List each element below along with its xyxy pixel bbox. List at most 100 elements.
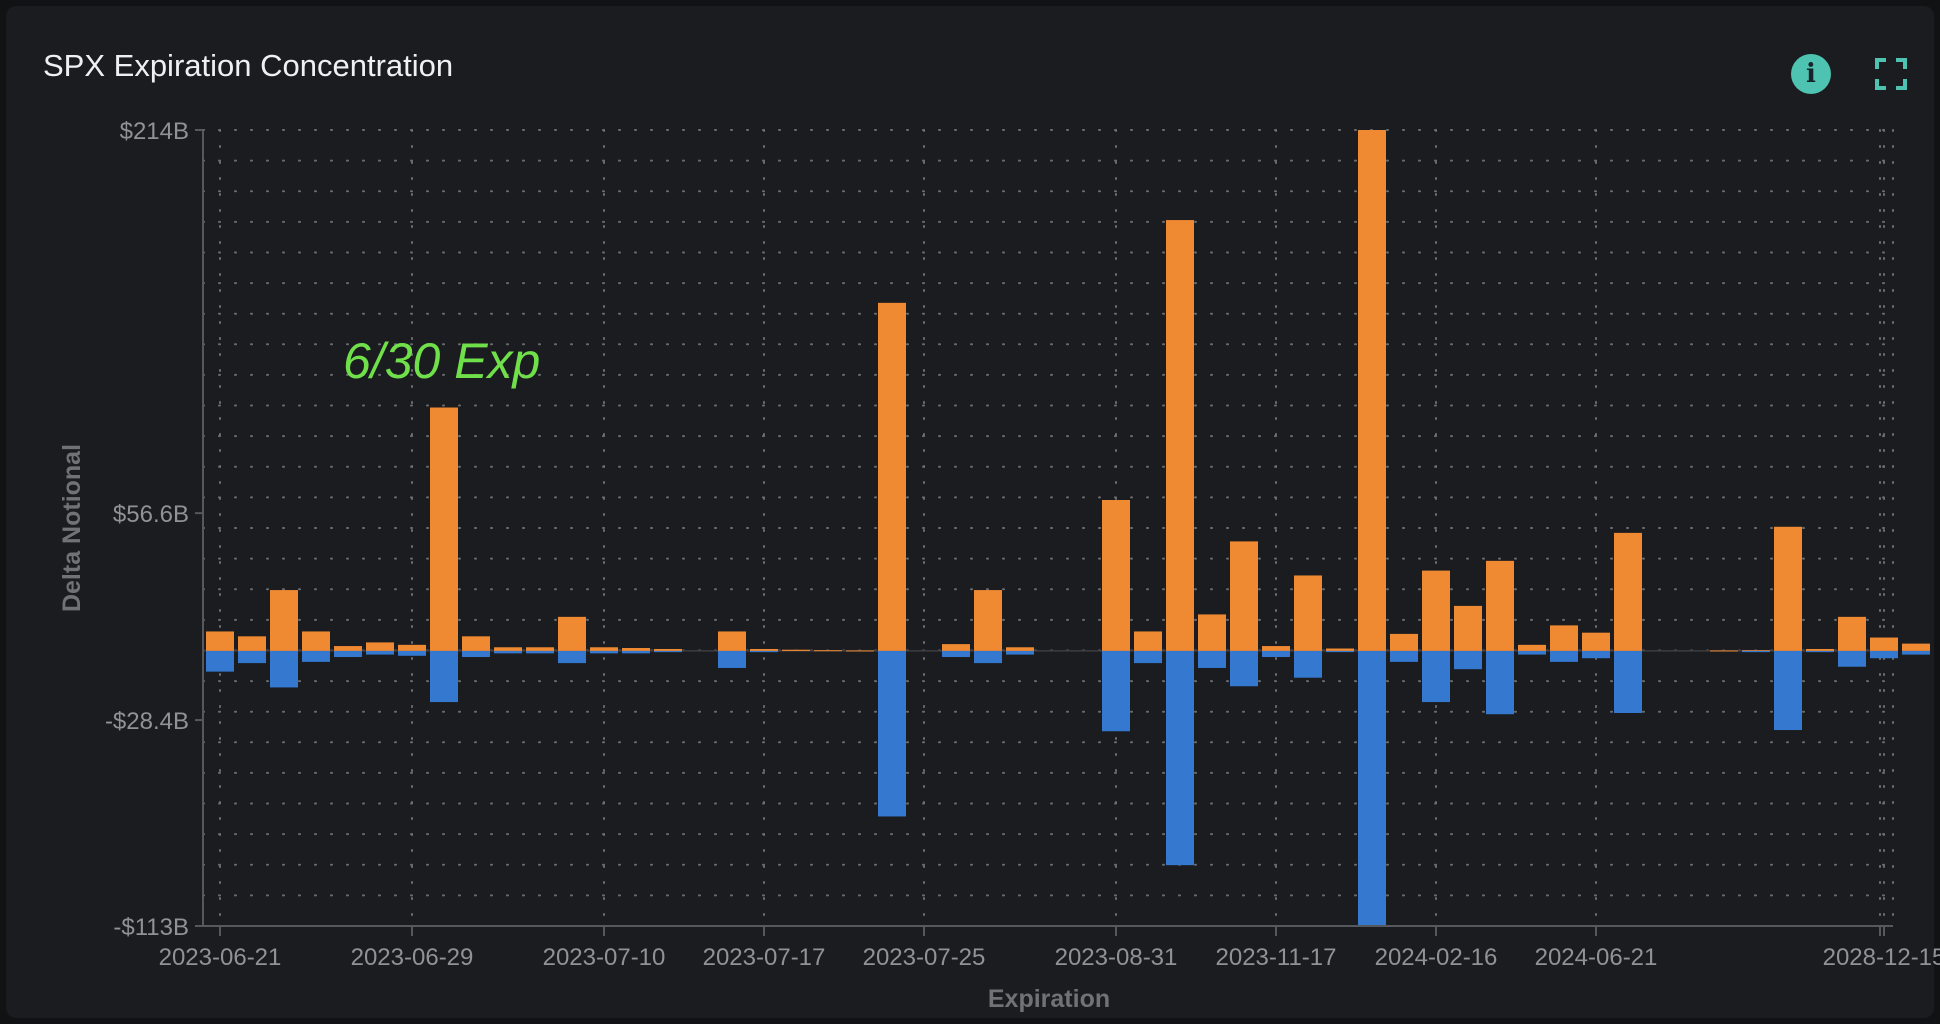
bar-negative bbox=[1166, 650, 1194, 866]
y-tick-label: $56.6B bbox=[113, 501, 189, 528]
bar-negative bbox=[1518, 650, 1546, 655]
x-tick-label: 2028-12-15 bbox=[1823, 944, 1940, 971]
bar-positive bbox=[334, 646, 362, 651]
annotation-label: 6/30 Exp bbox=[343, 333, 540, 389]
bar-negative bbox=[1742, 650, 1770, 653]
bar-negative bbox=[302, 650, 330, 662]
bar-negative bbox=[622, 650, 650, 654]
bar-negative bbox=[1326, 650, 1354, 653]
bar-negative bbox=[654, 650, 682, 653]
y-tick-label: -$28.4B bbox=[105, 708, 189, 735]
bar-negative bbox=[1134, 650, 1162, 664]
bar-negative bbox=[1614, 650, 1642, 714]
bar-negative bbox=[1422, 650, 1450, 703]
bar-positive bbox=[590, 647, 618, 651]
bar-positive bbox=[1518, 644, 1546, 651]
bar-positive bbox=[366, 642, 394, 651]
bar-positive bbox=[974, 590, 1002, 651]
bar-positive bbox=[1006, 647, 1034, 651]
y-tick-label: $214B bbox=[120, 118, 189, 145]
x-tick-label: 2023-06-29 bbox=[351, 944, 474, 971]
x-tick-label: 2023-06-21 bbox=[159, 944, 282, 971]
bar-positive bbox=[494, 647, 522, 651]
bar-positive bbox=[814, 650, 842, 652]
bar-positive bbox=[1550, 625, 1578, 651]
bar-positive bbox=[430, 407, 458, 651]
bar-negative bbox=[1774, 650, 1802, 731]
bar-negative bbox=[558, 650, 586, 664]
bar-negative bbox=[942, 650, 970, 658]
bar-positive bbox=[878, 302, 906, 651]
bar-negative bbox=[1198, 650, 1226, 668]
bar-positive bbox=[654, 648, 682, 651]
bar-negative bbox=[334, 650, 362, 658]
fullscreen-icon[interactable] bbox=[1875, 58, 1907, 90]
bar-positive bbox=[526, 647, 554, 651]
bar-negative bbox=[206, 650, 234, 672]
bar-negative bbox=[1262, 650, 1290, 658]
bar-positive bbox=[1134, 631, 1162, 651]
grid-lines bbox=[202, 129, 1894, 927]
bar-positive bbox=[558, 616, 586, 651]
bar-negative bbox=[878, 650, 906, 817]
info-icon[interactable]: i bbox=[1791, 54, 1831, 94]
bar-positive bbox=[1710, 650, 1738, 652]
x-axis-label: Expiration bbox=[988, 985, 1110, 1013]
y-tick-label: -$113B bbox=[113, 914, 189, 941]
bars bbox=[206, 130, 1930, 926]
chart-panel: SPX Expiration Concentration i bbox=[6, 6, 1934, 1018]
bar-negative bbox=[1230, 650, 1258, 687]
bar-positive bbox=[1166, 220, 1194, 651]
bar-negative bbox=[718, 650, 746, 668]
bar-positive bbox=[206, 631, 234, 651]
bar-positive bbox=[718, 631, 746, 651]
bar-negative bbox=[270, 650, 298, 688]
bar-positive bbox=[1774, 526, 1802, 651]
bar-negative bbox=[430, 650, 458, 703]
bar-positive bbox=[1614, 532, 1642, 651]
bar-positive bbox=[750, 648, 778, 651]
bar-negative bbox=[1870, 650, 1898, 659]
bar-negative bbox=[1902, 650, 1930, 655]
bar-positive bbox=[1838, 616, 1866, 651]
bar-positive bbox=[270, 590, 298, 651]
bar-positive bbox=[1358, 130, 1386, 651]
bar-positive bbox=[782, 649, 810, 651]
bar-negative bbox=[238, 650, 266, 664]
bar-positive bbox=[1870, 637, 1898, 651]
x-tick-label: 2024-02-16 bbox=[1375, 944, 1498, 971]
bar-positive bbox=[1230, 541, 1258, 651]
bar-negative bbox=[1006, 650, 1034, 655]
bar-positive bbox=[1742, 650, 1770, 652]
x-tick-label: 2024-06-21 bbox=[1535, 944, 1658, 971]
bar-negative bbox=[1454, 650, 1482, 670]
bar-negative bbox=[1550, 650, 1578, 662]
bar-negative bbox=[526, 650, 554, 654]
bar-positive bbox=[1806, 648, 1834, 651]
bar-positive bbox=[1486, 560, 1514, 651]
chart-title: SPX Expiration Concentration bbox=[43, 48, 454, 83]
x-tick-label: 2023-07-17 bbox=[703, 944, 826, 971]
bar-negative bbox=[1102, 650, 1130, 732]
x-tick-label: 2023-11-17 bbox=[1216, 944, 1337, 971]
x-tick-label: 2023-07-10 bbox=[543, 944, 666, 971]
bar-positive bbox=[1454, 605, 1482, 651]
bar-positive bbox=[398, 644, 426, 651]
bar-negative bbox=[974, 650, 1002, 664]
x-tick-label: 2023-07-25 bbox=[863, 944, 986, 971]
bar-positive bbox=[846, 650, 874, 652]
bar-negative bbox=[1838, 650, 1866, 667]
bar-negative bbox=[494, 650, 522, 654]
bar-negative bbox=[590, 650, 618, 654]
bar-positive bbox=[238, 636, 266, 651]
axes: $214B $56.6B -$28.4B -$113B 2023-06-21 2023-0… bbox=[105, 118, 1940, 971]
bar-positive bbox=[942, 644, 970, 651]
bar-negative bbox=[398, 650, 426, 656]
bar-positive bbox=[1102, 500, 1130, 651]
bar-negative bbox=[1582, 650, 1610, 659]
bar-positive bbox=[1422, 570, 1450, 651]
bar-negative bbox=[750, 650, 778, 653]
bar-negative bbox=[366, 650, 394, 655]
bar-positive bbox=[302, 631, 330, 651]
